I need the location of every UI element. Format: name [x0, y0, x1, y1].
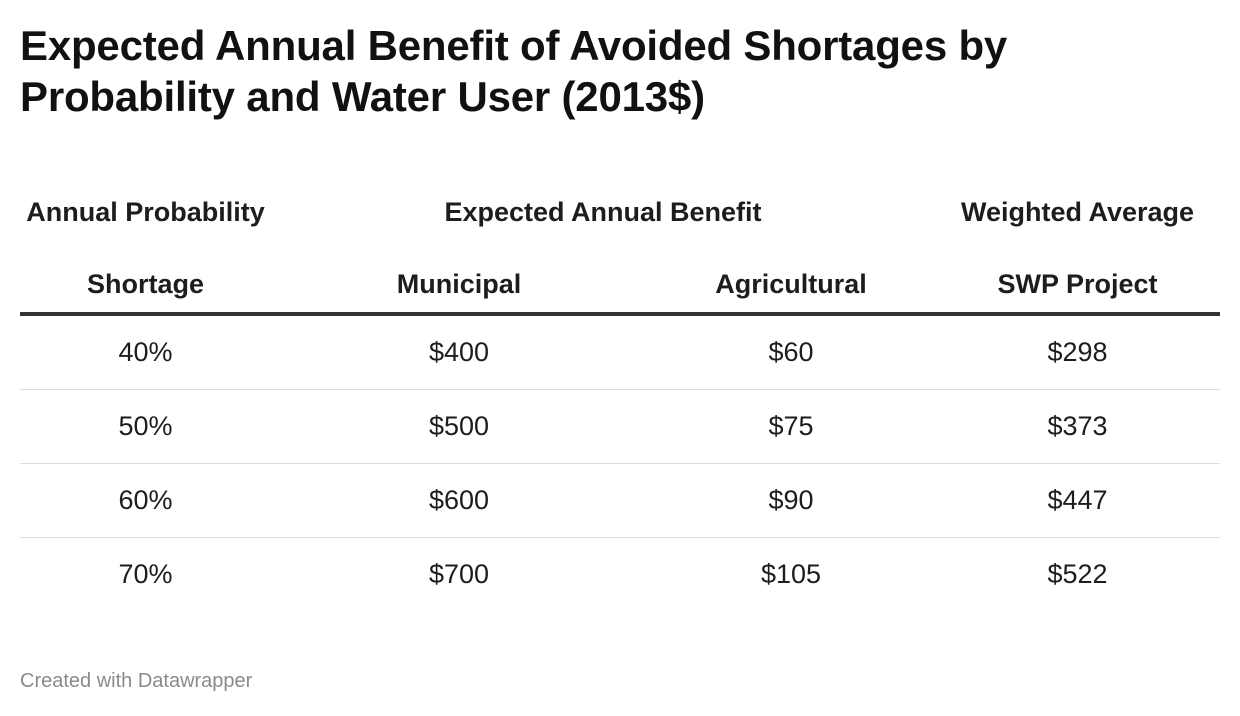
- header-annual-probability: Annual Probability: [26, 197, 265, 227]
- cell-municipal: $600: [428, 485, 490, 515]
- column-header-municipal: Municipal: [396, 269, 522, 299]
- cell-swp-project: $298: [1047, 337, 1108, 367]
- cell-agricultural: $105: [760, 559, 822, 589]
- column-header-shortage: Shortage: [86, 269, 205, 299]
- cell-agricultural: $60: [768, 337, 814, 367]
- table-header-row: Shortage Municipal Agricultural SWP Proj…: [20, 256, 1220, 314]
- cell-municipal: $700: [428, 559, 490, 589]
- chart-title: Expected Annual Benefit of Avoided Short…: [20, 22, 1008, 120]
- cell-municipal: $500: [428, 411, 490, 441]
- table-row: 60% $600 $90 $447: [20, 464, 1220, 538]
- cell-swp-project: $373: [1047, 411, 1108, 441]
- header-weighted-average: Weighted Average: [960, 197, 1195, 227]
- footer-credit: Created with Datawrapper: [20, 670, 253, 692]
- table-header-group-row: Annual Probability Expected Annual Benef…: [20, 168, 1220, 256]
- cell-municipal: $400: [428, 337, 490, 367]
- cell-swp-project: $447: [1047, 485, 1108, 515]
- cell-shortage: 70%: [118, 559, 173, 589]
- cell-shortage: 50%: [118, 411, 173, 441]
- table-row: 70% $700 $105 $522: [20, 538, 1220, 612]
- table-row: 50% $500 $75 $373: [20, 390, 1220, 464]
- data-table-container: Annual Probability Expected Annual Benef…: [20, 168, 1220, 611]
- cell-agricultural: $90: [768, 485, 814, 515]
- cell-swp-project: $522: [1047, 559, 1108, 589]
- header-expected-annual-benefit: Expected Annual Benefit: [444, 197, 762, 227]
- column-header-swp-project: SWP Project: [997, 269, 1158, 299]
- table-row: 40% $400 $60 $298: [20, 314, 1220, 390]
- cell-agricultural: $75: [768, 411, 814, 441]
- cell-shortage: 60%: [118, 485, 173, 515]
- cell-shortage: 40%: [118, 337, 173, 367]
- data-table: Annual Probability Expected Annual Benef…: [20, 168, 1220, 611]
- column-header-agricultural: Agricultural: [715, 269, 867, 299]
